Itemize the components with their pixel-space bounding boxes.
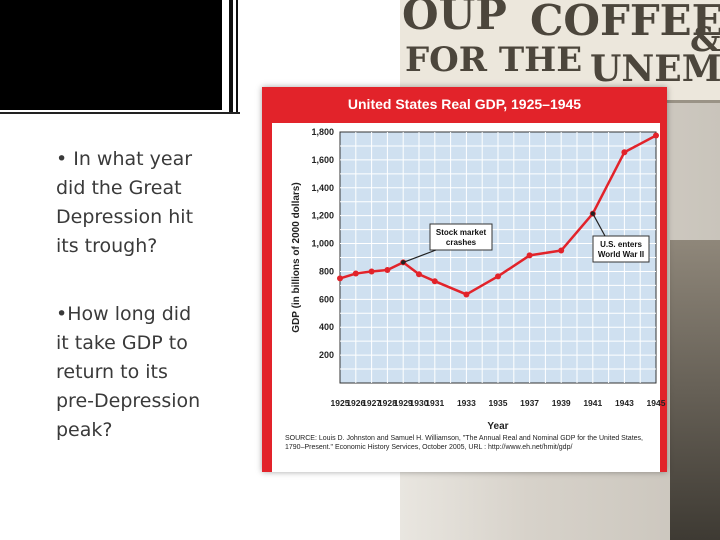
gdp-data-point	[621, 149, 628, 156]
x-tick-label: 1930	[410, 398, 429, 408]
gdp-data-point	[352, 270, 359, 277]
y-tick-label: 600	[319, 294, 334, 304]
gdp-data-point	[416, 271, 422, 278]
annotation-pointer-tip	[401, 260, 406, 265]
x-tick-label: 1931	[425, 398, 444, 408]
gdp-data-point	[463, 291, 470, 298]
x-tick-label: 1928	[378, 398, 397, 408]
x-tick-label: 1935	[489, 398, 508, 408]
gdp-data-point	[384, 267, 391, 274]
gdp-data-point	[431, 278, 438, 285]
y-tick-label: 1,200	[311, 211, 334, 221]
chart-source: SOURCE: Louis D. Johnston and Samuel H. …	[285, 435, 643, 451]
y-tick-label: 200	[319, 350, 334, 360]
annotation-box	[592, 235, 650, 263]
x-axis-label: Year	[487, 421, 508, 432]
annotation-box	[429, 223, 493, 251]
photo-banner: OUP COFFEE & FOR THE UNEM	[400, 0, 720, 103]
annotation-pointer	[592, 213, 606, 237]
x-tick-label: 1939	[552, 398, 571, 408]
x-tick-label: 1943	[615, 398, 634, 408]
card-border-right	[660, 123, 667, 472]
question-2: •How long did it take GDP to return to i…	[56, 303, 201, 441]
chart-title: United States Real GDP, 1925–1945	[347, 96, 582, 112]
x-tick-label: 1945	[647, 398, 666, 408]
x-tick-label: 1937	[520, 398, 539, 408]
annotation-text: U.S. enters	[600, 240, 642, 249]
y-tick-label: 1,000	[311, 239, 334, 249]
photo-crowd	[670, 240, 720, 540]
gdp-data-point	[653, 132, 659, 139]
gdp-data-point	[495, 273, 501, 280]
card-border-left	[262, 123, 272, 472]
y-tick-label: 1,600	[311, 155, 334, 165]
banner-word: FOR THE	[405, 40, 583, 80]
title-underline	[0, 112, 240, 114]
question-1: • In what year did the Great Depression …	[56, 148, 194, 257]
y-tick-label: 1,800	[311, 127, 334, 137]
banner-word: OUP	[402, 0, 507, 39]
banner-word: &	[690, 20, 720, 60]
annotation-pointer-tip	[590, 211, 595, 216]
gdp-data-point	[558, 247, 565, 254]
x-tick-label: 1933	[457, 398, 476, 408]
x-tick-label: 1925	[331, 398, 350, 408]
title-divider	[236, 0, 238, 112]
x-tick-label: 1926	[346, 398, 365, 408]
y-tick-label: 1,400	[311, 183, 334, 193]
gdp-data-point	[368, 268, 375, 275]
x-tick-label: 1929	[394, 398, 413, 408]
gdp-line-chart: 200 400 600 800 1,000 1,200 1,400 1,600 1,800 192…	[291, 127, 666, 432]
banner-word: COFFEE	[530, 0, 720, 45]
banner-word: UNEM	[590, 48, 720, 90]
annotation-text: crashes	[446, 238, 477, 247]
title-divider	[229, 0, 233, 112]
y-axis-label: GDP (in billions of 2000 dollars)	[291, 182, 302, 332]
y-tick-label: 800	[319, 266, 334, 276]
x-tick-label: 1927	[362, 398, 381, 408]
annotation-text: Stock market	[436, 228, 487, 237]
slide-title-area	[0, 0, 222, 110]
annotation-text: World War II	[598, 250, 644, 259]
x-tick-label: 1941	[583, 398, 602, 408]
chart-header: United States Real GDP, 1925–1945	[262, 87, 667, 123]
gdp-data-point	[337, 275, 343, 282]
gdp-data-point	[526, 252, 533, 259]
annotation-pointer	[402, 249, 437, 263]
y-tick-label: 400	[319, 322, 334, 332]
